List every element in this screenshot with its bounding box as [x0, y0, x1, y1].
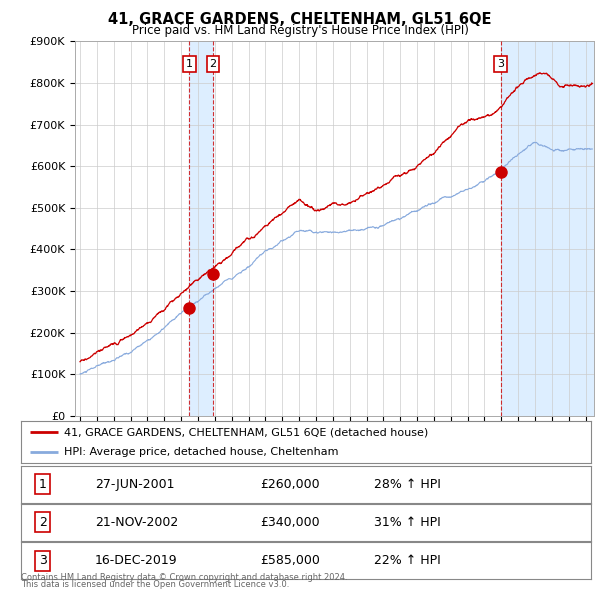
- Bar: [500, 41, 594, 416]
- Text: 41, GRACE GARDENS, CHELTENHAM, GL51 6QE (detached house): 41, GRACE GARDENS, CHELTENHAM, GL51 6QE …: [64, 427, 428, 437]
- Text: 1: 1: [39, 477, 47, 491]
- Text: 41, GRACE GARDENS, CHELTENHAM, GL51 6QE: 41, GRACE GARDENS, CHELTENHAM, GL51 6QE: [108, 12, 492, 27]
- Text: 2: 2: [209, 59, 217, 69]
- Text: 16-DEC-2019: 16-DEC-2019: [95, 554, 178, 568]
- Text: HPI: Average price, detached house, Cheltenham: HPI: Average price, detached house, Chel…: [64, 447, 338, 457]
- Text: Contains HM Land Registry data © Crown copyright and database right 2024.: Contains HM Land Registry data © Crown c…: [21, 573, 347, 582]
- Text: 31% ↑ HPI: 31% ↑ HPI: [374, 516, 441, 529]
- Text: £340,000: £340,000: [260, 516, 320, 529]
- Text: 3: 3: [497, 59, 504, 69]
- Text: 1: 1: [186, 59, 193, 69]
- Text: 22% ↑ HPI: 22% ↑ HPI: [374, 554, 441, 568]
- Text: £585,000: £585,000: [260, 554, 320, 568]
- Text: 28% ↑ HPI: 28% ↑ HPI: [374, 477, 441, 491]
- Bar: [190, 41, 213, 416]
- Text: Price paid vs. HM Land Registry's House Price Index (HPI): Price paid vs. HM Land Registry's House …: [131, 24, 469, 37]
- Text: 27-JUN-2001: 27-JUN-2001: [95, 477, 175, 491]
- Text: £260,000: £260,000: [260, 477, 320, 491]
- Text: 21-NOV-2002: 21-NOV-2002: [95, 516, 178, 529]
- Text: This data is licensed under the Open Government Licence v3.0.: This data is licensed under the Open Gov…: [21, 580, 289, 589]
- Text: 3: 3: [39, 554, 47, 568]
- Text: 2: 2: [39, 516, 47, 529]
